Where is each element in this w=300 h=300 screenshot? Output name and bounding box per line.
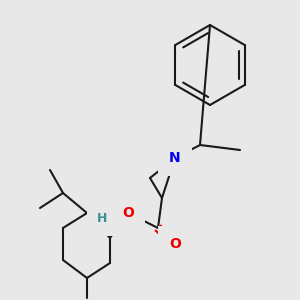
Text: O: O [169,237,181,251]
Text: N: N [169,151,181,165]
Text: O: O [122,206,134,220]
Text: H: H [97,212,107,226]
